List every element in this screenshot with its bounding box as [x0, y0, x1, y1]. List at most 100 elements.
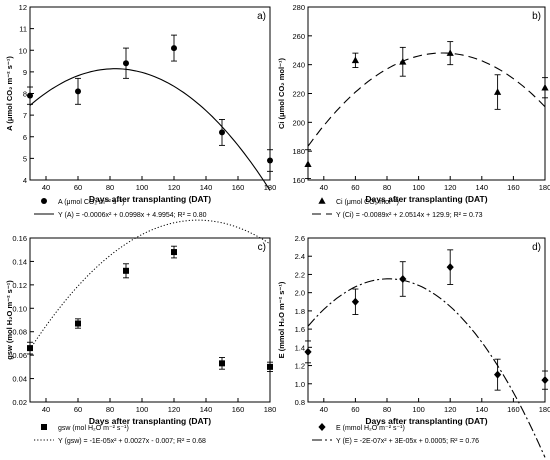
point-2 [351, 297, 359, 306]
plot-frame [29, 6, 271, 181]
point-6 [541, 376, 549, 385]
x-tick-label: 180 [264, 183, 277, 192]
x-tick-label: 60 [351, 183, 359, 192]
point-4 [171, 249, 177, 256]
panel-label: c) [258, 242, 266, 253]
y-axis-title: gsw (mol H₂O m⁻² s⁻¹) [5, 280, 14, 360]
y-tick-label: 220 [292, 90, 305, 99]
x-tick-label: 60 [351, 405, 359, 414]
x-tick-label: 100 [136, 183, 149, 192]
chart-panel-3: c) 0.02 0.04 0.06 0.08 0.10 0.12 0.14 0.16 40 60 80… [5, 219, 277, 445]
y-tick-label: 1.6 [295, 325, 305, 334]
point-2 [75, 88, 81, 95]
x-tick-label: 120 [168, 405, 181, 414]
x-tick-label: 80 [106, 405, 114, 414]
x-tick-label: 40 [320, 405, 328, 414]
x-tick-label: 100 [412, 183, 425, 192]
panel-label: b) [532, 11, 541, 22]
legend-points-label: E (mmol H₂O m⁻² s⁻¹) [336, 425, 405, 432]
point-4 [171, 45, 177, 52]
y-tick-label: 260 [292, 32, 305, 41]
x-tick-label: 140 [476, 183, 489, 192]
x-tick-label: 160 [232, 405, 245, 414]
y-tick-label: 0.06 [12, 351, 27, 360]
x-tick-label: 60 [74, 183, 82, 192]
y-tick-label: 2.2 [295, 270, 305, 279]
x-tick-label: 100 [136, 405, 149, 414]
fit-curve [29, 219, 271, 350]
plot-frame [29, 237, 271, 403]
y-tick-label: 0.16 [12, 234, 27, 243]
chart-panel-2: b) 160 180 200 220 240 260 280 40 60 80 100 120 140 16… [277, 3, 550, 219]
y-tick-label: 0.14 [12, 257, 27, 266]
panel-label: d) [532, 242, 541, 253]
y-tick-label: 4 [23, 176, 27, 185]
point-6 [267, 157, 273, 164]
x-axis-title: Days after transplanting (DAT) [89, 416, 211, 426]
chart-panel-4: d) 0.8 1.0 1.2 1.4 1.6 1.8 2.0 2.2 2.4 2.6 40 60 80 10… [277, 234, 550, 458]
point-6 [541, 83, 549, 91]
x-tick-label: 40 [320, 183, 328, 192]
y-tick-label: 6 [23, 133, 27, 142]
point-1 [27, 92, 33, 99]
chart-panel-1: a) 4 5 6 7 8 9 10 11 12 40 60 80 100 120 140 160 180 Days … [5, 3, 276, 219]
x-tick-label: 60 [74, 405, 82, 414]
x-axis-title: Days after transplanting (DAT) [365, 194, 487, 204]
y-tick-label: 280 [292, 3, 305, 12]
y-tick-label: 2.4 [295, 252, 305, 261]
x-tick-label: 120 [444, 183, 457, 192]
x-tick-label: 160 [507, 183, 520, 192]
point-5 [219, 360, 225, 367]
y-tick-label: 11 [19, 25, 27, 34]
point-1 [304, 160, 312, 167]
legend-marker [318, 423, 326, 431]
legend-marker [318, 197, 326, 204]
y-axis-title: E (mmol H₂O m⁻² s⁻¹) [277, 281, 286, 358]
point-4 [446, 263, 454, 272]
x-tick-label: 140 [476, 405, 489, 414]
legend-fit-label: Y (A) = -0.0006x² + 0.0998x + 4.9954; R²… [58, 212, 207, 219]
legend-points-label: gsw (mol H₂O m⁻² s⁻¹) [58, 425, 129, 432]
point-3 [399, 57, 407, 65]
y-axis-title: Ci (μmol CO₂ mol⁻¹) [277, 57, 286, 129]
y-tick-label: 180 [292, 147, 305, 156]
x-tick-label: 40 [42, 183, 50, 192]
y-tick-label: 8 [23, 90, 27, 99]
legend-marker [41, 424, 47, 430]
y-tick-label: 7 [23, 111, 27, 120]
point-1 [27, 345, 33, 352]
y-tick-label: 2.0 [295, 289, 305, 298]
y-axis-title: A (μmol CO₂ m⁻² s⁻¹) [5, 56, 14, 131]
y-tick-label: 1.4 [295, 343, 305, 352]
y-tick-label: 0.04 [12, 375, 27, 384]
y-tick-label: 12 [19, 3, 27, 12]
x-tick-label: 180 [539, 405, 550, 414]
x-tick-label: 160 [507, 405, 520, 414]
x-tick-label: 40 [42, 405, 50, 414]
y-tick-label: 0.02 [12, 398, 27, 407]
x-tick-label: 80 [383, 183, 391, 192]
legend-fit-label: Y (Ci) = -0.0089x² + 2.0514x + 129.9; R²… [336, 212, 483, 219]
point-5 [219, 129, 225, 136]
plot-frame [307, 6, 546, 181]
y-tick-label: 240 [292, 61, 305, 70]
fit-curve [307, 278, 546, 458]
legend-fit-label: Y (E) = -2E-07x² + 3E-05x + 0.0005; R² =… [336, 438, 479, 445]
point-5 [494, 370, 502, 379]
legend-points-label: Ci (μmol CO₂ mol⁻¹) [336, 199, 399, 206]
x-axis-title: Days after transplanting (DAT) [89, 194, 211, 204]
x-tick-label: 180 [264, 405, 277, 414]
fit-curve [307, 52, 546, 147]
point-3 [123, 60, 129, 67]
x-tick-label: 100 [412, 405, 425, 414]
y-tick-label: 5 [23, 154, 27, 163]
point-6 [267, 363, 273, 370]
point-2 [351, 56, 359, 64]
y-tick-label: 9 [23, 68, 27, 77]
x-tick-label: 140 [200, 183, 213, 192]
point-5 [494, 88, 502, 95]
y-tick-label: 1.8 [295, 307, 305, 316]
point-3 [399, 275, 407, 283]
y-tick-label: 1.0 [295, 380, 305, 389]
point-4 [446, 49, 454, 56]
